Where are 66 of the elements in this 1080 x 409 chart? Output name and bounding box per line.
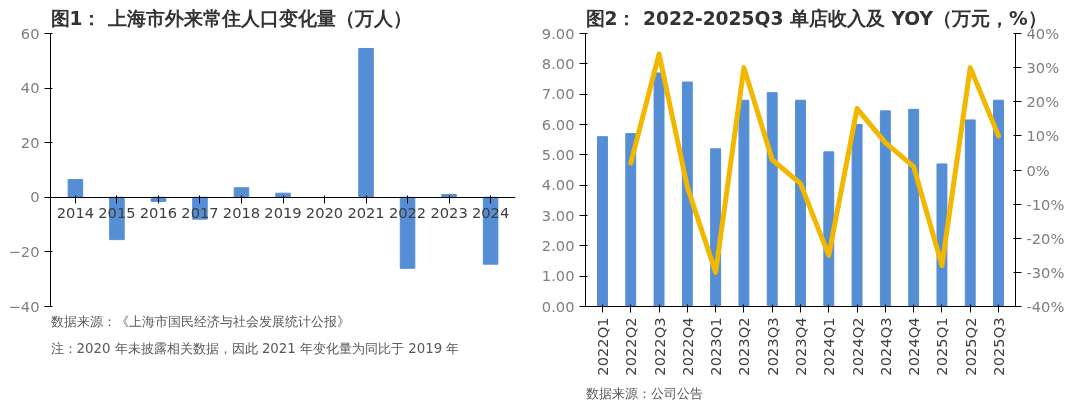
chart-title: 图2： 2022-2025Q3 单店收入及 YOY（万元，%） [585, 7, 1047, 29]
y-tick-label: 4.00 [541, 176, 575, 194]
y2-tick-label: -20% [1026, 229, 1065, 247]
y-tick-label: −20 [8, 242, 40, 260]
x-tick-label: 2024Q3 [876, 317, 894, 376]
y2-tick-label: 20% [1026, 93, 1060, 111]
bar [964, 119, 976, 307]
bar [766, 92, 778, 307]
bar [738, 99, 750, 307]
y-tick-label: 5.00 [541, 145, 575, 163]
x-tick-label: 2024Q2 [848, 317, 866, 376]
y2-tick-label: -30% [1026, 263, 1065, 281]
bar [993, 99, 1004, 307]
y2-tick-label: 10% [1026, 127, 1060, 145]
bar [358, 48, 374, 198]
x-tick-label: 2023 [430, 204, 468, 222]
y-tick-label: 9.00 [541, 24, 575, 42]
text: 注：2020 年未披露相关数据，因此 2021 年变化量为同比于 2019 年 [50, 340, 460, 356]
x-tick-label: 2023Q3 [763, 317, 781, 376]
bar [908, 108, 920, 307]
y-tick-label: 0 [30, 188, 40, 206]
y-tick-label: 0.00 [541, 297, 575, 315]
x-tick-label: 2023Q2 [735, 317, 753, 376]
bar [879, 110, 891, 307]
x-tick-label: 2022Q4 [678, 317, 696, 376]
x-tick-label: 2020 [305, 204, 344, 222]
y2-tick-label: 0% [1026, 161, 1050, 179]
source-note: 数据来源：公司公告 [585, 385, 703, 401]
x-tick-label: 2025Q3 [990, 317, 1008, 376]
bar [67, 179, 84, 198]
y-tick-label: 2.00 [541, 236, 575, 254]
bar [795, 99, 806, 307]
x-tick-label: 2025Q1 [933, 317, 951, 376]
x-tick-label: 2022Q2 [622, 317, 640, 376]
y-tick-label: 3.00 [541, 206, 575, 224]
y-tick-label: 8.00 [541, 54, 575, 72]
y-tick-label: −40 [8, 297, 40, 315]
x-tick-label: 2018 [222, 204, 261, 222]
bar [597, 136, 608, 307]
y-tick-label: 60 [20, 24, 40, 42]
bar [625, 133, 637, 307]
x-tick-label: 2019 [264, 204, 302, 222]
bar [653, 72, 665, 307]
x-tick-label: 2016 [139, 204, 178, 222]
x-tick-label: 2023Q4 [792, 317, 809, 376]
x-tick-label: 2024Q1 [820, 317, 838, 376]
x-tick-label: 2022Q1 [593, 317, 611, 376]
source-note: 数据来源：《上海市国民经济与社会发展统计公报》 [50, 313, 350, 329]
x-tick-label: 2021 [347, 204, 385, 222]
y-tick-label: 7.00 [541, 85, 575, 103]
chart-title: 图1： 上海市外来常住人口变化量（万人） [50, 7, 412, 29]
x-tick-label: 2025Q2 [961, 317, 979, 376]
y2-tick-label: -10% [1026, 195, 1065, 213]
x-tick-label: 2023Q1 [707, 317, 725, 376]
bar [233, 187, 250, 198]
y2-tick-label: -40% [1026, 298, 1065, 315]
x-tick-label: 2014 [56, 204, 95, 222]
bar [851, 124, 863, 307]
y-tick-label: 6.00 [541, 115, 575, 133]
y2-tick-label: 30% [1026, 59, 1060, 77]
x-tick-label: 2022Q3 [650, 317, 668, 376]
x-tick-label: 2024Q4 [905, 317, 923, 376]
bar [681, 81, 693, 307]
y-tick-label: 1.00 [541, 267, 575, 285]
y-tick-label: 40 [20, 79, 40, 97]
y-tick-label: 20 [20, 133, 40, 151]
